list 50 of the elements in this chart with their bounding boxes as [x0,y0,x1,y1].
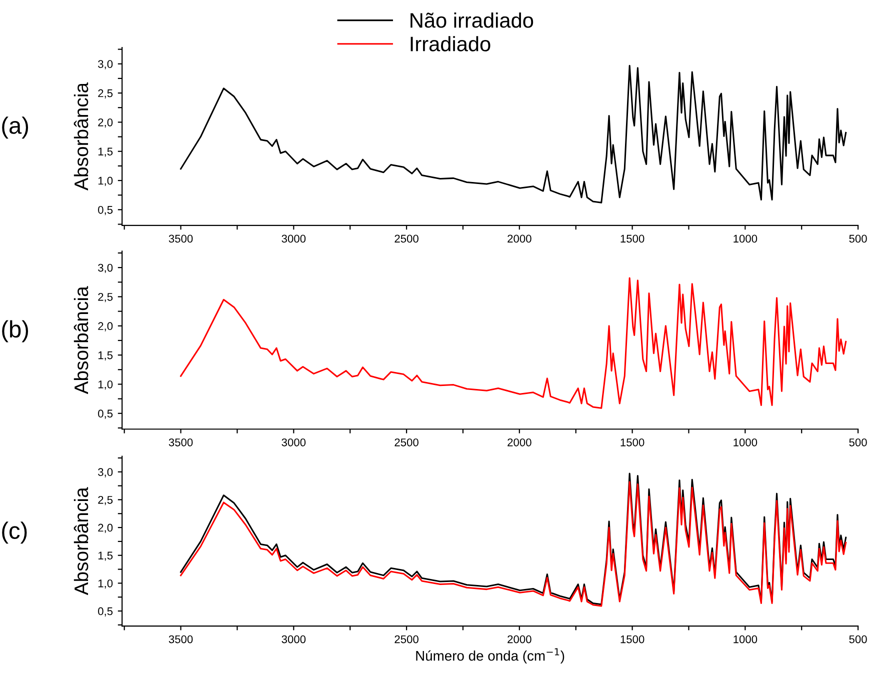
y-tick-label: 1,0 [98,176,113,186]
line-series [180,277,847,409]
x-tick-label: 1500 [620,234,644,243]
y-tick-label: 1,5 [98,552,113,561]
x-tick-label: 3000 [282,234,306,243]
y-tick-label: 0,5 [98,607,113,616]
x-tick-label: 1500 [620,438,644,446]
x-tick-label: 1000 [734,635,758,644]
y-tick-label: 2,5 [98,89,113,98]
x-tick-label: 2000 [508,635,532,644]
y-axis-title: Absorbância [74,82,88,190]
y-tick-label: 1,0 [98,380,113,390]
x-tick-label: 500 [849,438,867,446]
y-tick-label: 3,0 [98,468,113,478]
line-series [180,64,847,204]
y-tick-label: 2,0 [98,524,113,533]
x-tick-label: 2000 [508,234,532,243]
y-tick-label: 1,5 [98,351,113,360]
y-tick-label: 2,5 [98,292,113,302]
y-tick-label: 3,0 [98,264,113,274]
y-tick-label: 0,5 [98,206,113,216]
y-axis-title: Absorbância [74,487,88,596]
text: (c) [2,522,27,544]
x-tick-label: 2500 [394,635,418,644]
text: (a) [2,116,28,139]
x-tick-label: 3500 [168,438,193,446]
x-tick-label: 2000 [508,438,532,446]
y-tick-label: 1,5 [98,148,113,157]
x-tick-label: 500 [849,234,867,243]
x-tick-label: 1000 [734,438,758,446]
y-tick-label: 2,0 [98,322,113,332]
y-tick-label: 0,5 [98,410,113,419]
x-tick-label: 500 [849,635,867,644]
y-axis-title: Absorbância [74,286,88,394]
x-axis-title: Número de onda (cm$^{−1}$) [416,648,564,664]
text: (b) [2,320,28,342]
x-tick-label: 2500 [394,438,418,446]
legend-label: Irradiado [410,36,490,52]
y-tick-label: 1,0 [98,579,113,589]
y-tick-label: 3,0 [98,60,113,70]
legend-label: Não irradiado [410,12,534,28]
x-tick-label: 3000 [282,635,306,644]
x-tick-label: 1500 [620,635,644,644]
x-tick-label: 3500 [168,234,193,243]
y-tick-label: 2,0 [98,118,113,128]
y-tick-label: 2,5 [98,496,113,506]
x-tick-label: 3500 [168,635,193,644]
x-tick-label: 2500 [394,234,418,243]
x-tick-label: 1000 [734,234,758,243]
x-tick-label: 3000 [282,438,306,446]
